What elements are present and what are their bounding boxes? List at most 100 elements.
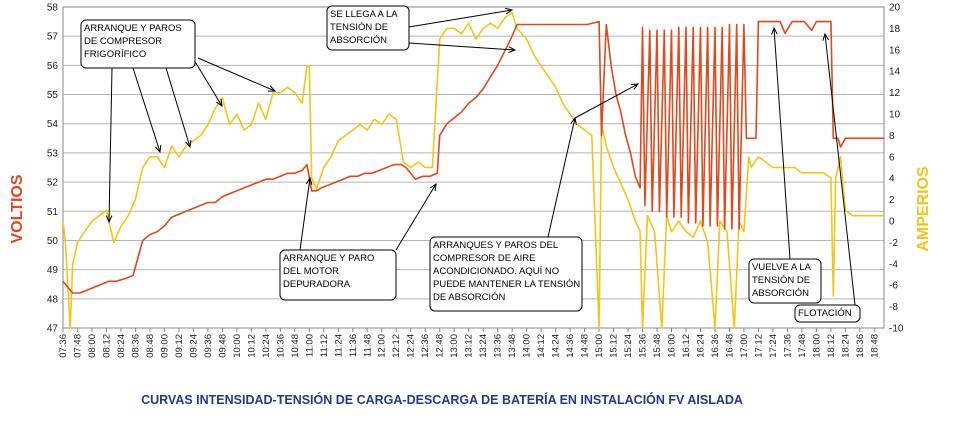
right-tick-label: -2 [889,238,898,249]
x-tick-label: 11:12 [319,334,330,357]
chart-title: CURVAS INTENSIDAD-TENSIÓN DE CARGA-DESCA… [141,392,743,407]
callout-motor-depuradora: ARRANQUE Y PARO DEL MOTOR DEPURADORA [279,176,437,301]
x-tick-label: 11:24 [333,334,344,357]
right-tick-label: 8 [889,131,895,142]
arrow-head [154,144,162,154]
x-tick-label: 16:36 [710,334,721,358]
left-axis-title: VOLTIOS [9,174,26,243]
callout-box [326,5,410,51]
x-tick-label: 13:36 [493,334,504,358]
callout-text: ARRANQUE Y PARO [283,253,374,264]
callout-vuelve-absorcion: VUELVE A LA TENSIÓN DE ABSORCIÓN [748,26,822,304]
x-tick-label: 12:12 [391,334,402,358]
x-tick-label: 18:12 [826,334,837,358]
x-tick-label: 12:00 [377,334,388,358]
left-axis-ticks: 47 48 49 50 51 52 53 54 55 56 57 58 [47,3,59,335]
callout-box [748,258,822,304]
x-tick-label: 16:48 [724,334,735,358]
x-tick-label: 10:36 [275,334,286,358]
x-tick-label: 10:12 [246,334,257,358]
callout-arrow [574,83,639,119]
x-tick-label: 17:36 [782,334,793,358]
right-tick-label: 0 [889,217,895,228]
x-tick-label: 10:00 [232,334,243,358]
arrow-head [508,46,517,53]
x-tick-label: 11:36 [348,334,359,357]
x-tick-label: 15:48 [652,334,663,358]
x-tick-label: 17:12 [753,334,764,358]
x-tick-label: 13:24 [478,334,489,358]
x-tick-label: 09:00 [159,334,170,358]
right-tick-label: 6 [889,152,895,163]
callout-text: ABSORCIÓN [330,35,387,46]
callout-arrow [193,59,223,107]
left-tick-label: 56 [47,61,59,72]
right-tick-label: 12 [889,88,901,99]
right-tick-label: -8 [889,302,898,313]
x-tick-label: 08:36 [130,334,141,358]
arrow-head [822,32,829,41]
x-tick-label: 09:48 [217,334,228,358]
x-tick-label: 08:48 [145,334,156,358]
callout-text: TENSIÓN DE [330,22,388,33]
series-lines [62,11,884,329]
callout-text: ARRANQUE Y PAROS [84,23,182,34]
x-tick-label: 09:12 [174,334,185,358]
callout-text: DE COMPRESOR [84,36,162,47]
x-tick-label: 15:24 [623,334,634,358]
arrow-head [267,85,277,92]
callout-box [794,304,861,323]
callout-arrow [132,67,161,153]
callouts: ARRANQUE Y PAROS DE COMPRESOR FRIGORÍFICO S… [80,5,861,323]
x-tick-label: 16:24 [695,334,706,358]
x-tick-label: 15:00 [594,334,605,358]
right-tick-label: 16 [889,45,901,56]
current-line [62,11,884,329]
callout-arrow [108,67,113,223]
x-tick-label: 18:24 [840,334,851,358]
x-tick-label: 14:24 [551,334,562,358]
x-tick-label: 09:36 [203,334,214,358]
callout-arrow [165,67,191,148]
x-axis-ticks: 07:36 07:48 08:00 08:12 08:24 08:36 08:48 09:00… [58,328,880,358]
callout-text: FLOTACIÓN [798,308,852,319]
callout-text: FRIGORÍFICO [84,49,146,60]
callout-arrow [773,27,791,260]
x-tick-label: 11:48 [362,334,373,357]
x-tick-label: 16:12 [681,334,692,358]
left-tick-label: 49 [47,265,59,276]
x-tick-label: 08:00 [87,334,98,358]
arrow-head [185,139,192,149]
right-tick-label: 2 [889,195,895,206]
plot-frame [62,6,885,329]
x-tick-label: 13:12 [464,334,475,358]
x-tick-label: 18:36 [855,334,866,358]
right-axis-title: AMPERIOS [915,166,932,252]
x-tick-label: 08:12 [101,334,112,358]
callout-arrow [299,177,311,251]
arrow-head [630,83,640,90]
x-tick-label: 17:24 [768,334,779,358]
callout-text: ARRANQUES Y PAROS DEL [433,240,558,251]
x-tick-label: 07:48 [72,334,83,358]
x-tick-label: 14:48 [580,334,591,358]
x-tick-label: 18:48 [869,334,880,358]
x-tick-label: 12:36 [420,334,431,358]
x-tick-label: 17:48 [797,334,808,358]
right-tick-label: 4 [889,174,895,185]
x-tick-label: 07:36 [58,334,69,358]
callout-text: COMPRESOR DE AIRE [433,253,535,264]
callout-arrow [197,57,276,92]
x-tick-label: 14:36 [565,334,576,358]
x-tick-label: 18:00 [811,334,822,358]
callout-text: SE LLEGA A LA [330,9,398,20]
x-tick-label: 10:24 [261,334,272,358]
callout-arrow [395,183,437,251]
callout-text: PUEDE MANTENER LA TENSIÓN [433,279,580,290]
left-tick-label: 57 [47,32,59,43]
callout-text: DEL MOTOR [283,266,339,277]
callout-aire-acondicionado: ARRANQUES Y PAROS DEL COMPRESOR DE AIRE AC… [429,83,640,312]
x-tick-label: 15:12 [609,334,620,358]
